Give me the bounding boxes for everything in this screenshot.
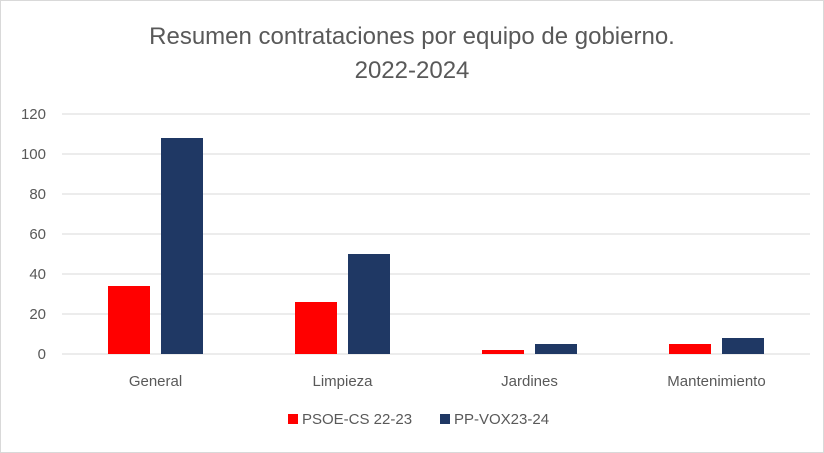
chart-title-line1: Resumen contrataciones por equipo de gob…: [149, 23, 675, 50]
legend-label: PSOE-CS 22-23: [302, 411, 412, 428]
x-category-label: General: [129, 373, 182, 390]
bar-psoe-cs-general: [108, 286, 150, 354]
y-tick-label: 60: [29, 226, 46, 243]
chart-subtitle: 2022-2024: [354, 57, 470, 84]
legend-swatch: [440, 414, 450, 424]
bar-pp-vox-general: [161, 138, 203, 354]
y-tick-label: 40: [29, 266, 46, 283]
bar-psoe-cs-limpieza: [295, 302, 337, 354]
bar-psoe-cs-jardines: [482, 350, 524, 354]
y-tick-label: 80: [29, 186, 46, 203]
y-tick-label: 20: [29, 306, 46, 323]
legend: PSOE-CS 22-23 PP-VOX23-24: [288, 411, 549, 428]
x-category-label: Jardines: [501, 373, 558, 390]
chart-title: Resumen contrataciones por equipo de gob…: [0, 20, 824, 88]
y-tick-label: 100: [21, 146, 46, 163]
legend-swatch: [288, 414, 298, 424]
y-axis-ticks: 0 20 40 60 80 100 120: [21, 106, 46, 363]
bar-pp-vox-limpieza: [348, 254, 390, 354]
bars: [108, 138, 764, 354]
x-category-label: Limpieza: [312, 373, 373, 390]
bar-pp-vox-jardines: [535, 344, 577, 354]
bar-pp-vox-mantenimiento: [722, 338, 764, 354]
x-axis-labels: General Limpieza Jardines Mantenimiento: [129, 373, 766, 390]
y-tick-label: 120: [21, 106, 46, 123]
legend-label: PP-VOX23-24: [454, 411, 549, 428]
bar-psoe-cs-mantenimiento: [669, 344, 711, 354]
y-tick-label: 0: [38, 346, 46, 363]
x-category-label: Mantenimiento: [667, 373, 765, 390]
